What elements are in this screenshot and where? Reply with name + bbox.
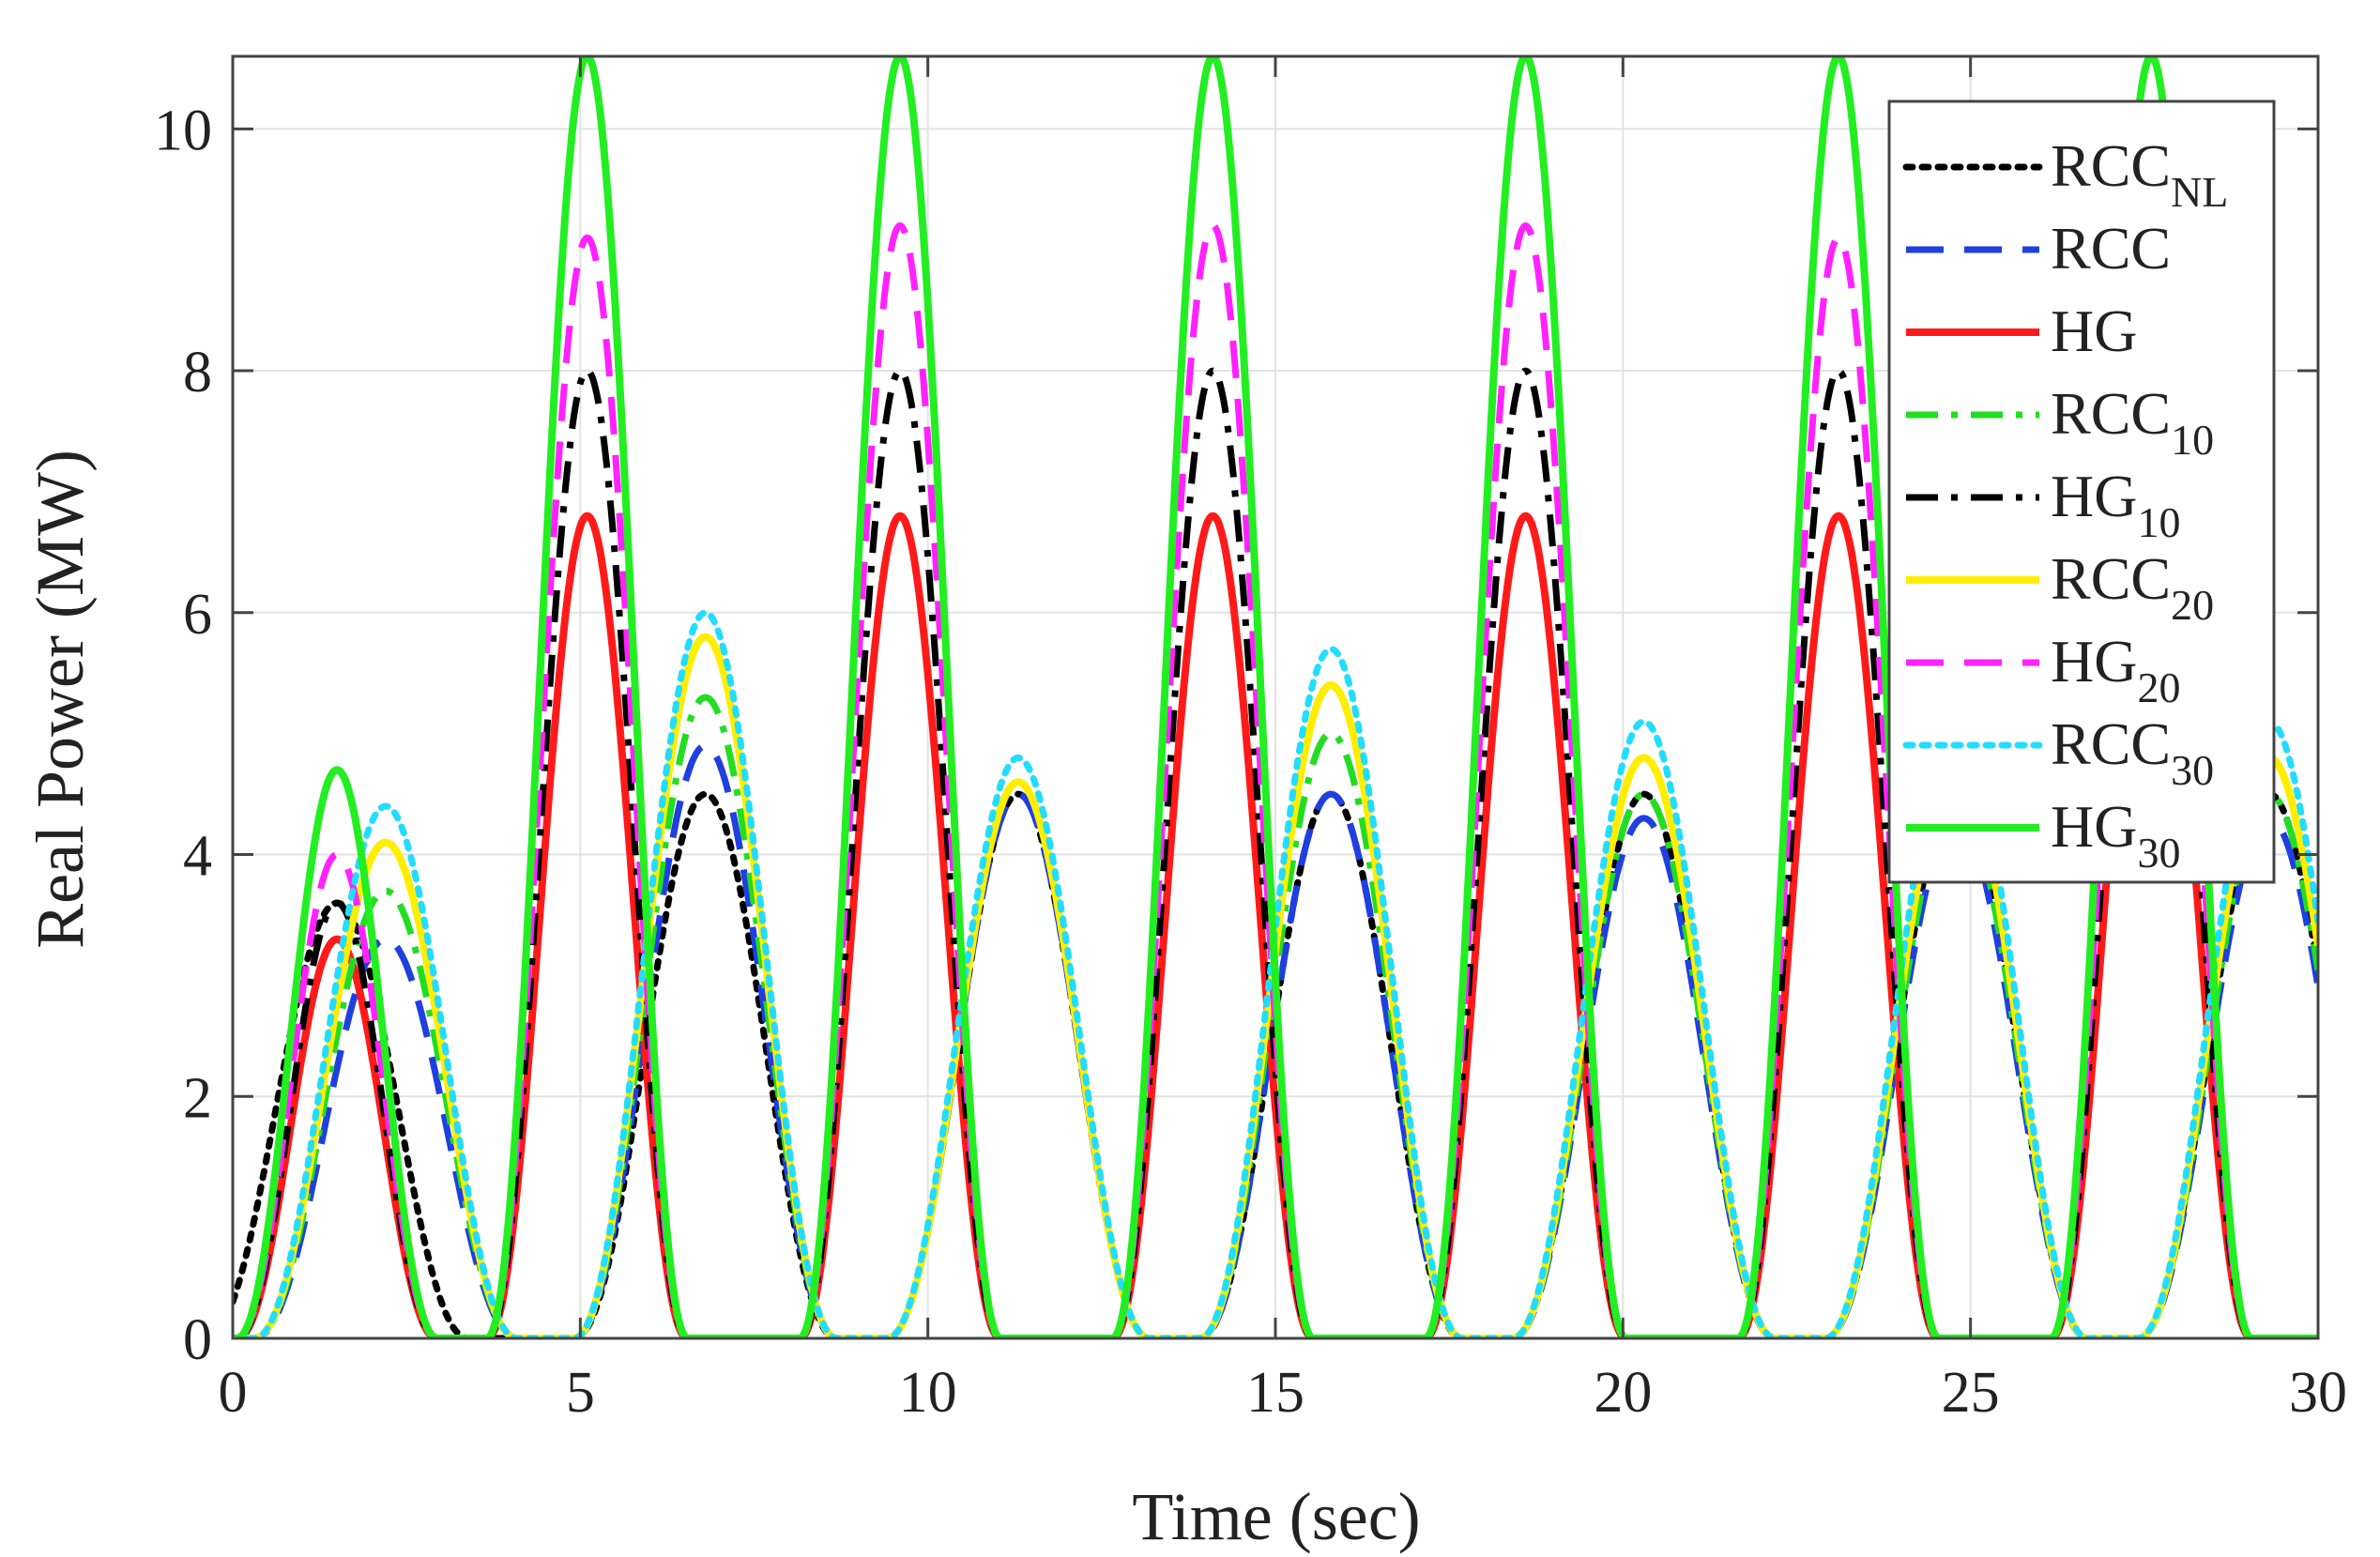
legend-subscript: 10 — [2171, 416, 2214, 464]
legend-label: RCC30 — [2051, 710, 2214, 794]
x-tick-label: 20 — [1594, 1361, 1652, 1425]
x-tick-label: 5 — [566, 1361, 595, 1425]
legend-label: RCC20 — [2051, 545, 2214, 629]
x-tick-label: 10 — [899, 1361, 957, 1425]
x-tick-label: 30 — [2289, 1361, 2347, 1425]
legend-label: RCC10 — [2051, 380, 2214, 464]
y-tick-label: 8 — [183, 341, 212, 405]
legend-label: HG30 — [2051, 793, 2180, 877]
legend-subscript: 30 — [2137, 829, 2180, 877]
y-tick-label: 4 — [183, 825, 212, 889]
x-tick-label: 15 — [1246, 1361, 1304, 1425]
legend-subscript: 10 — [2137, 498, 2180, 546]
x-axis-label: Time (sec) — [1132, 1479, 1420, 1554]
y-tick-label: 10 — [154, 99, 212, 162]
legend-subscript: 20 — [2137, 664, 2180, 711]
legend-label: HG10 — [2051, 463, 2180, 546]
legend-subscript: 30 — [2171, 746, 2214, 794]
legend-box — [1887, 99, 2276, 884]
legend-label: RCC — [2051, 215, 2171, 282]
legend-subscript: 20 — [2171, 581, 2214, 629]
legend-subscript: NL — [2171, 168, 2228, 216]
y-tick-label: 0 — [183, 1308, 212, 1372]
y-axis-label: Real Power (MW) — [23, 450, 98, 949]
x-tick-label: 25 — [1942, 1361, 2000, 1425]
y-tick-label: 2 — [183, 1066, 212, 1130]
legend-label: RCCNL — [2051, 132, 2228, 216]
x-tick-label: 0 — [219, 1361, 248, 1425]
axis-ticks: 0 5 10 15 20 25 30 0 2 4 6 8 10 — [154, 56, 2347, 1425]
y-tick-label: 6 — [183, 583, 212, 647]
legend-label: HG20 — [2051, 628, 2180, 711]
series-line-hg-10 — [233, 367, 2318, 1338]
legend-label: HG — [2051, 298, 2137, 364]
